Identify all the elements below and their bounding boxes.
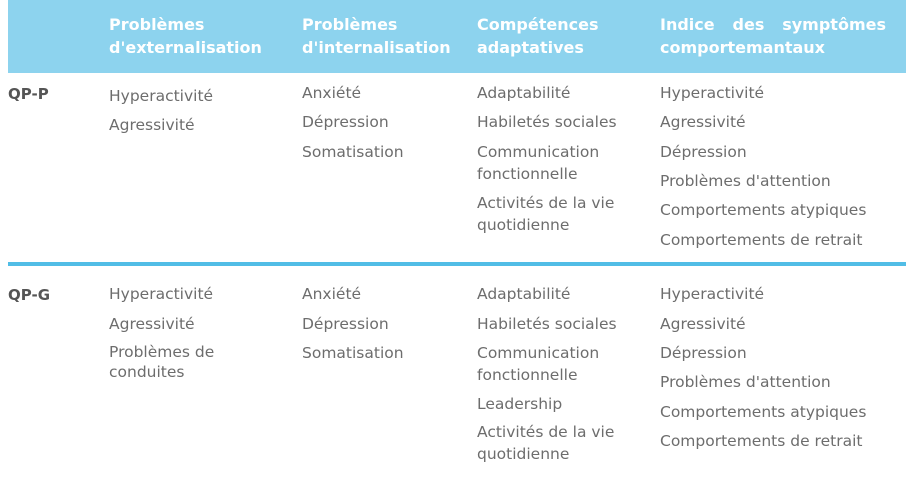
list-item: Anxiété bbox=[302, 285, 362, 303]
header-internalisation: Problèmes d'internalisation bbox=[302, 15, 451, 57]
header-externalisation: Problèmes d'externalisation bbox=[109, 15, 262, 57]
qp-g-adaptatives: Adaptabilité Habiletés sociales Communic… bbox=[477, 283, 627, 465]
qp-p-adaptatives: Adaptabilité Habiletés sociales Communic… bbox=[477, 82, 627, 236]
list-item: Comportements atypiques bbox=[660, 201, 867, 219]
list-item: Adaptabilité bbox=[477, 285, 571, 303]
list-item: Dépression bbox=[302, 315, 389, 333]
list-item: Dépression bbox=[302, 113, 389, 131]
list-item: Communication fonctionnelle bbox=[477, 344, 600, 384]
list-item: Agressivité bbox=[660, 315, 746, 333]
qp-p-indice: Hyperactivité Agressivité Dépression Pro… bbox=[660, 82, 890, 251]
table-header: Problèmes d'externalisation Problèmes d'… bbox=[8, 0, 906, 73]
list-item: Problèmes d'attention bbox=[660, 172, 831, 190]
list-item: Agressivité bbox=[109, 116, 195, 134]
scales-table: Problèmes d'externalisation Problèmes d'… bbox=[8, 0, 906, 480]
row-label-qp-p: QP-P bbox=[8, 85, 49, 103]
list-item: Comportements atypiques bbox=[660, 403, 867, 421]
qp-g-indice: Hyperactivité Agressivité Dépression Pro… bbox=[660, 283, 890, 452]
qp-g-internalisation: Anxiété Dépression Somatisation bbox=[302, 283, 472, 364]
list-item: Hyperactivité bbox=[660, 285, 765, 303]
list-item: Problèmes d'attention bbox=[660, 373, 831, 391]
header-adaptatives: Compétences adaptatives bbox=[477, 15, 599, 57]
list-item: Comportements de retrait bbox=[660, 432, 863, 450]
list-item: Agressivité bbox=[660, 113, 746, 131]
list-item: Habiletés sociales bbox=[477, 113, 617, 131]
list-item: Problèmes de conduites bbox=[109, 343, 215, 381]
list-item: Habiletés sociales bbox=[477, 315, 617, 333]
list-item: Somatisation bbox=[302, 344, 404, 362]
list-item: Leadership bbox=[477, 395, 563, 413]
list-item: Hyperactivité bbox=[109, 285, 214, 303]
list-item: Anxiété bbox=[302, 84, 362, 102]
list-item: Activités de la vie quotidienne bbox=[477, 423, 615, 463]
list-item: Dépression bbox=[660, 143, 747, 161]
list-item: Communication fonctionnelle bbox=[477, 143, 600, 183]
qp-g-externalisation: Hyperactivité Agressivité Problèmes de c… bbox=[109, 283, 249, 382]
qp-p-externalisation: Hyperactivité Agressivité bbox=[109, 85, 299, 136]
header-indice: Indice des symptômes comportemantaux bbox=[660, 15, 886, 57]
qp-p-internalisation: Anxiété Dépression Somatisation bbox=[302, 82, 472, 163]
list-item: Activités de la vie quotidienne bbox=[477, 194, 615, 234]
list-item: Hyperactivité bbox=[109, 87, 214, 105]
list-item: Somatisation bbox=[302, 143, 404, 161]
list-item: Hyperactivité bbox=[660, 84, 765, 102]
list-item: Adaptabilité bbox=[477, 84, 571, 102]
row-label-qp-g: QP-G bbox=[8, 286, 51, 304]
list-item: Agressivité bbox=[109, 315, 195, 333]
row-divider bbox=[8, 262, 906, 266]
list-item: Dépression bbox=[660, 344, 747, 362]
list-item: Comportements de retrait bbox=[660, 231, 863, 249]
